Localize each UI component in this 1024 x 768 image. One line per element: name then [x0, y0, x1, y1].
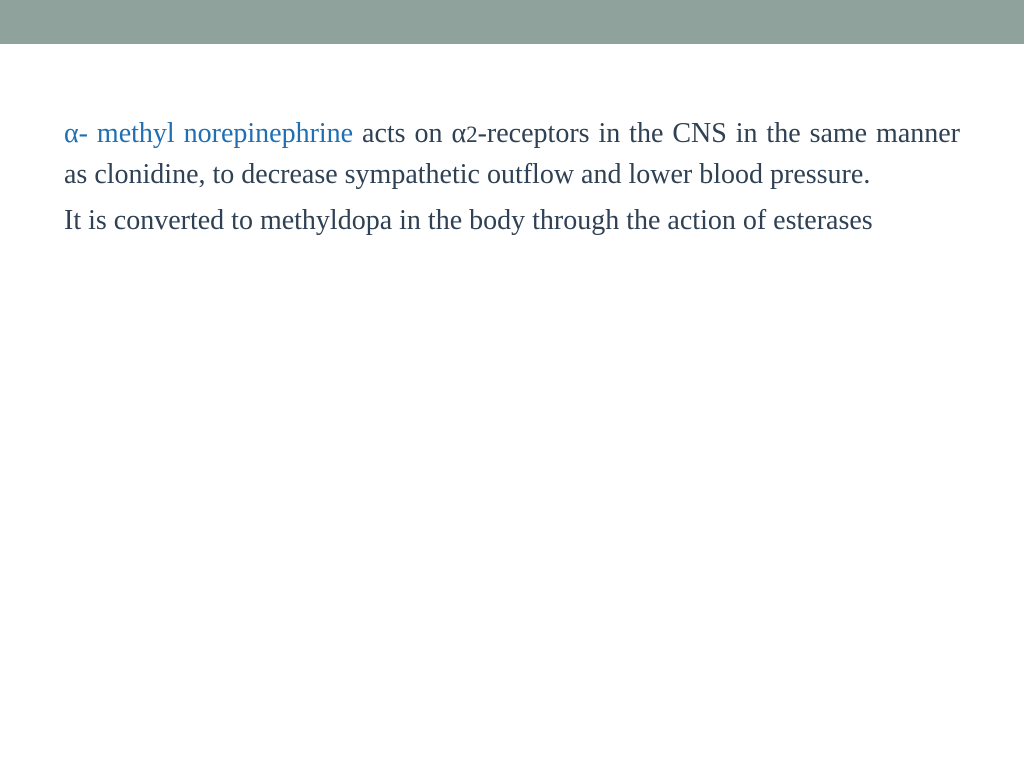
paragraph-1: α- methyl norepinephrine acts on α2-rece…	[64, 114, 960, 195]
slide-content: α- methyl norepinephrine acts on α2-rece…	[0, 44, 1024, 242]
p1-pre-sub: acts on α	[362, 118, 466, 149]
p1-subscript: 2	[466, 122, 477, 147]
top-bar	[0, 0, 1024, 44]
paragraph-2: It is converted to methyldopa in the bod…	[64, 201, 960, 242]
drug-name-highlight: α- methyl norepinephrine	[64, 118, 362, 149]
